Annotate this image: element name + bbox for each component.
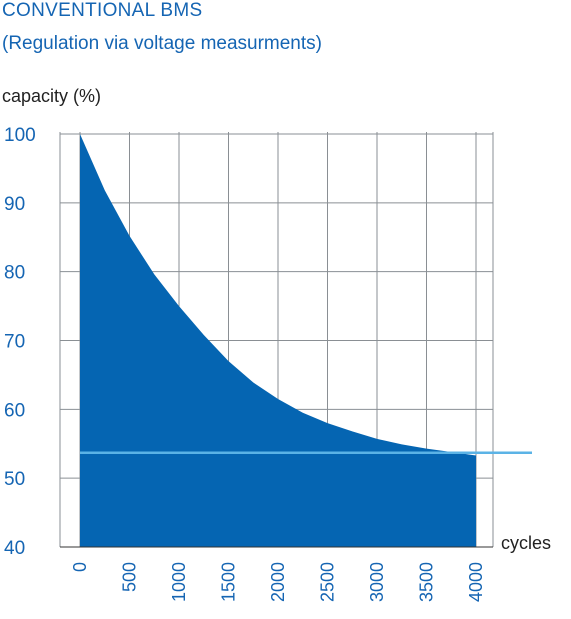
x-tick-label: 2000 [268,562,288,602]
y-tick-label: 40 [4,538,25,559]
x-tick-label: 0 [70,562,90,572]
y-tick-labels: 100 90 80 70 60 50 40 [4,125,36,559]
x-tick-label: 500 [120,562,140,592]
y-tick-label: 100 [4,125,36,146]
capacity-area [80,134,476,547]
x-tick-label: 3500 [417,562,437,602]
y-axis-label: capacity (%) [2,86,102,106]
chart-title: CONVENTIONAL BMS [2,0,203,21]
chart-subtitle: (Regulation via voltage measurments) [2,33,322,54]
y-tick-label: 60 [4,400,25,421]
x-tick-label: 1000 [169,562,189,602]
x-tick-labels: 0 500 1000 1500 2000 2500 3000 3500 4000 [70,562,486,602]
x-tick-label: 4000 [466,562,486,602]
y-tick-label: 90 [4,194,25,215]
y-tick-label: 80 [4,263,25,284]
x-tick-label: 3000 [367,562,387,602]
x-axis-label: cycles [501,533,552,553]
x-tick-label: 2500 [318,562,338,602]
y-tick-label: 70 [4,332,25,353]
x-tick-label: 1500 [219,562,239,602]
y-tick-label: 50 [4,469,25,490]
